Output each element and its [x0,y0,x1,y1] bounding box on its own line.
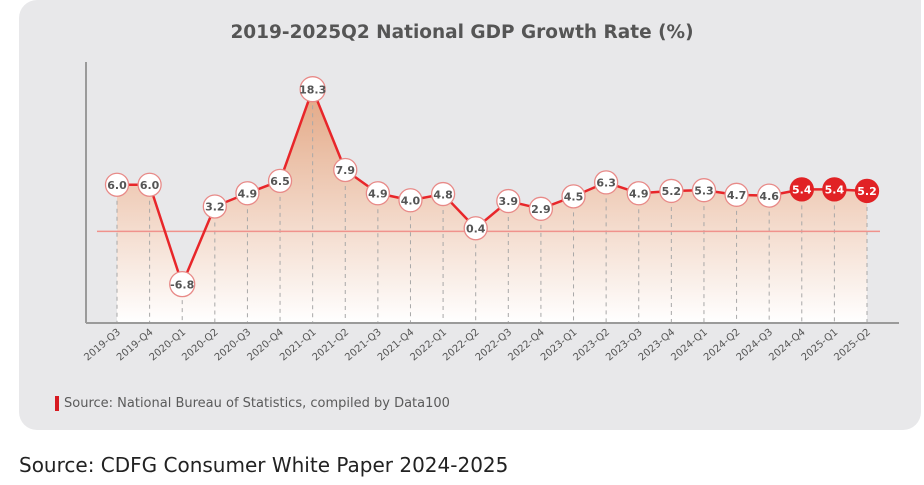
data-marker [463,216,488,241]
data-point: 6.0 [104,172,130,197]
data-label: 4.5 [564,191,584,204]
data-point: 0.4 [463,216,488,241]
data-point: 7.9 [333,157,358,183]
data-point: 4.5 [561,184,586,209]
data-point: 4.9 [365,181,391,206]
data-marker [691,178,717,203]
data-point: 5.2 [854,178,880,204]
data-point: 4.7 [724,182,749,207]
data-point: 2.9 [528,196,554,221]
data-point: 3.2 [202,194,227,219]
data-marker [496,188,521,214]
data-label: 4.0 [401,194,421,207]
data-label: 4.9 [629,187,649,200]
data-point: 18.3 [299,76,326,103]
data-marker [757,183,782,208]
source-marker-icon [55,396,59,411]
data-label: -6.8 [170,278,194,291]
data-label: 4.9 [368,187,388,200]
source-note: Source: National Bureau of Statistics, c… [55,396,450,411]
data-point: 6.0 [137,172,162,197]
data-label: 4.6 [759,190,779,203]
figure-caption: Source: CDFG Consumer White Paper 2024-2… [19,453,509,477]
data-point: -6.8 [169,271,196,298]
data-marker [104,172,130,197]
data-marker [561,184,586,209]
data-marker [724,182,749,207]
data-point: 4.8 [430,181,456,207]
data-label: 0.4 [466,222,486,235]
data-point: 4.9 [626,181,651,206]
data-marker [299,76,326,103]
data-label: 5.3 [694,184,714,197]
data-point: 3.9 [496,188,521,214]
data-label: 6.5 [270,175,290,188]
data-marker [267,168,293,193]
data-label: 5.4 [825,184,845,197]
data-marker [235,181,260,206]
data-marker [169,271,196,298]
data-label: 4.9 [238,187,258,200]
data-label: 5.2 [662,185,682,198]
data-label: 6.0 [140,179,160,192]
area-fill [117,89,867,323]
chart-title: 2019-2025Q2 National GDP Growth Rate (%) [230,22,694,43]
data-marker [789,177,814,202]
data-label: 4.8 [433,188,453,201]
data-label: 4.7 [727,189,747,202]
data-point: 5.2 [659,178,684,204]
data-marker [822,177,847,202]
data-point: 6.3 [593,170,619,195]
data-marker [333,157,358,183]
data-label: 5.4 [792,184,812,197]
data-marker [398,188,423,213]
data-marker [202,194,227,219]
data-marker [854,178,880,204]
x-tick-label: 2025-Q2 [832,327,873,363]
data-label: 5.2 [857,185,877,198]
data-point: 5.3 [691,178,717,203]
data-label: 7.9 [336,164,356,177]
data-point: 6.5 [267,168,293,193]
data-label: 6.3 [596,177,616,190]
data-marker [528,196,554,221]
data-marker [430,181,456,207]
data-point: 4.6 [757,183,782,208]
data-point: 5.4 [789,177,814,202]
data-label: 3.9 [499,195,519,208]
source-note-text: Source: National Bureau of Statistics, c… [64,396,450,411]
data-marker [593,170,619,195]
data-label: 3.2 [205,201,225,214]
data-label: 18.3 [299,83,326,96]
data-point: 5.4 [822,177,847,202]
data-point: 4.9 [235,181,260,206]
data-label: 2.9 [531,203,551,216]
data-marker [137,172,162,197]
data-marker [626,181,651,206]
data-marker [659,178,684,204]
data-marker [365,181,391,206]
data-point: 4.0 [398,188,423,213]
data-label: 6.0 [107,179,127,192]
